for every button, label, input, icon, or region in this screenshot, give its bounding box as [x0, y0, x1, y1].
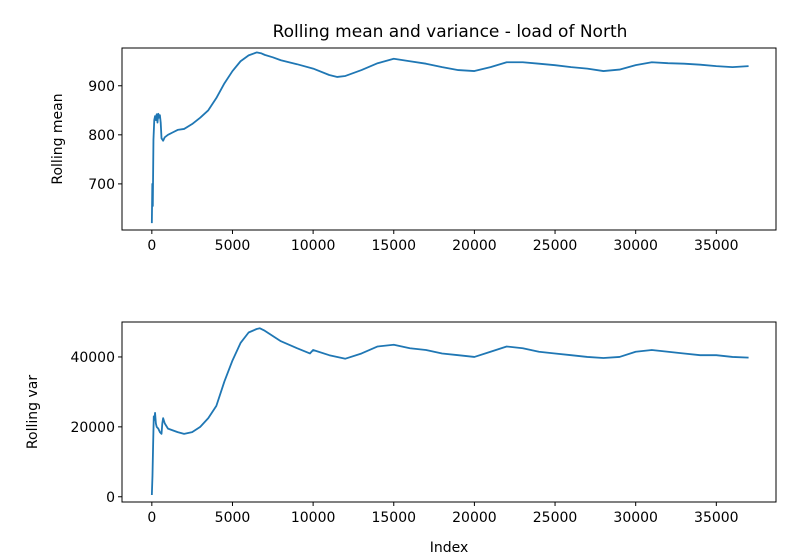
rolling-mean-ytick-label: 700 [88, 177, 115, 193]
rolling-mean-axes-frame [121, 47, 777, 231]
rolling-mean-xtick-label: 15000 [371, 238, 416, 254]
rolling-var-xtick-label: 0 [147, 510, 156, 526]
rolling-var-xtick-label: 15000 [371, 510, 416, 526]
rolling-mean-ylabel: Rolling mean [50, 93, 66, 184]
rolling-mean-xtick-label: 25000 [533, 238, 578, 254]
rolling-var-ylabel: Rolling var [25, 375, 41, 449]
rolling-mean-ytick-label: 900 [88, 79, 115, 95]
rolling-var-xtick-label: 35000 [694, 510, 739, 526]
rolling-var-xtick-label: 30000 [613, 510, 658, 526]
rolling-var-subplot: 0 5000 10000 15000 20000 25000 30000 35000 0 2000… [25, 321, 777, 556]
rolling-mean-xtick-label: 30000 [613, 238, 658, 254]
rolling-mean-ticks: 0 5000 10000 15000 20000 25000 30000 35000 700 80… [88, 79, 738, 254]
rolling-var-line [150, 327, 749, 496]
rolling-mean-xtick-label: 10000 [291, 238, 336, 254]
rolling-var-xtick-label: 20000 [452, 510, 497, 526]
rolling-mean-xtick-label: 0 [147, 238, 156, 254]
rolling-var-ytick-label: 0 [106, 490, 115, 506]
rolling-var-xlabel: Index [430, 540, 469, 556]
rolling-var-ticks: 0 5000 10000 15000 20000 25000 30000 35000 0 2000… [70, 350, 738, 526]
chart-title: Rolling mean and variance - load of Nort… [273, 22, 628, 42]
rolling-mean-xtick-label: 5000 [215, 238, 251, 254]
rolling-var-ytick-label: 20000 [70, 420, 115, 436]
rolling-var-axes-frame [121, 321, 777, 503]
rolling-var-ytick-label: 40000 [70, 350, 115, 366]
rolling-mean-ytick-label: 800 [88, 128, 115, 144]
rolling-mean-subplot: Rolling mean and variance - load of Nort… [50, 22, 777, 254]
rolling-mean-line [150, 51, 749, 224]
rolling-mean-xtick-label: 35000 [694, 238, 739, 254]
rolling-var-xtick-label: 5000 [215, 510, 251, 526]
rolling-var-xtick-label: 25000 [533, 510, 578, 526]
rolling-mean-xtick-label: 20000 [452, 238, 497, 254]
rolling-var-xtick-label: 10000 [291, 510, 336, 526]
